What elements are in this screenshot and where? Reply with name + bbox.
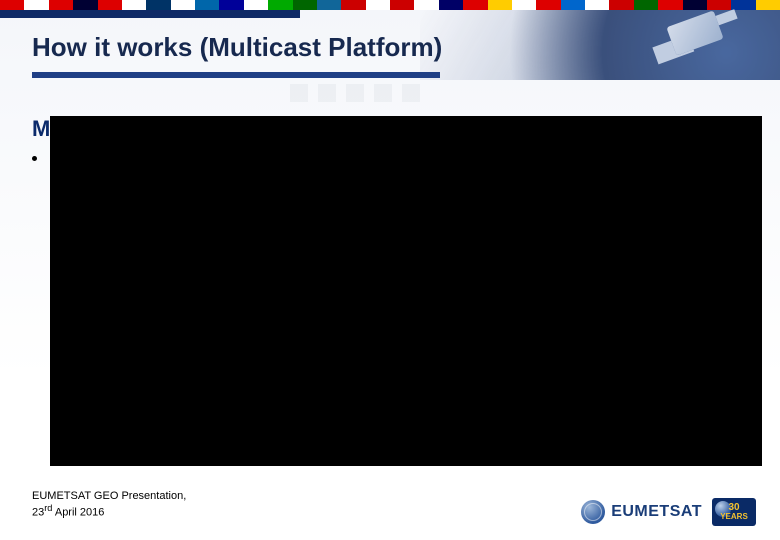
flag-segment (195, 0, 219, 10)
flag-segment (488, 0, 512, 10)
flag-segment (609, 0, 633, 10)
bullet-dot-icon (32, 156, 37, 161)
footer-text: EUMETSAT GEO Presentation, 23rd April 20… (32, 489, 186, 520)
footer-line-1: EUMETSAT GEO Presentation, (32, 489, 186, 503)
flag-segment (366, 0, 390, 10)
flag-segment (634, 0, 658, 10)
footer-logos: EUMETSAT 30 YEARS (581, 498, 756, 526)
flag-segment (512, 0, 536, 10)
flag-segment (731, 0, 755, 10)
flag-strip (0, 0, 780, 10)
slide: How it works (Multicast Platform) M EUME… (0, 0, 780, 540)
flag-segment (439, 0, 463, 10)
anniversary-badge: 30 YEARS (712, 498, 756, 526)
content-black-block (50, 116, 762, 466)
globe-icon (581, 500, 605, 524)
flag-segment (24, 0, 48, 10)
footer-line-2: 23rd April 2016 (32, 503, 186, 520)
flag-segment (146, 0, 170, 10)
flag-segment (49, 0, 73, 10)
flag-segment (171, 0, 195, 10)
flag-segment (585, 0, 609, 10)
flag-segment (317, 0, 341, 10)
slide-title: How it works (Multicast Platform) (32, 32, 442, 63)
flag-segment (463, 0, 487, 10)
flag-segment (658, 0, 682, 10)
header-blue-bar (0, 10, 300, 18)
flag-segment (73, 0, 97, 10)
header-satellite-art (420, 10, 780, 80)
flag-segment (341, 0, 365, 10)
flag-segment (536, 0, 560, 10)
flag-segment (219, 0, 243, 10)
flag-segment (0, 0, 24, 10)
title-underline (32, 72, 440, 78)
eumetsat-logo-text: EUMETSAT (611, 503, 702, 521)
flag-segment (756, 0, 780, 10)
flag-segment (268, 0, 292, 10)
flag-segment (390, 0, 414, 10)
flag-segment (683, 0, 707, 10)
eumetsat-logo: EUMETSAT (581, 500, 702, 524)
flag-segment (98, 0, 122, 10)
flag-segment (244, 0, 268, 10)
flag-segment (122, 0, 146, 10)
flag-segment (561, 0, 585, 10)
flag-segment (707, 0, 731, 10)
flag-segment (414, 0, 438, 10)
decorative-squares (290, 84, 420, 102)
flag-segment (293, 0, 317, 10)
